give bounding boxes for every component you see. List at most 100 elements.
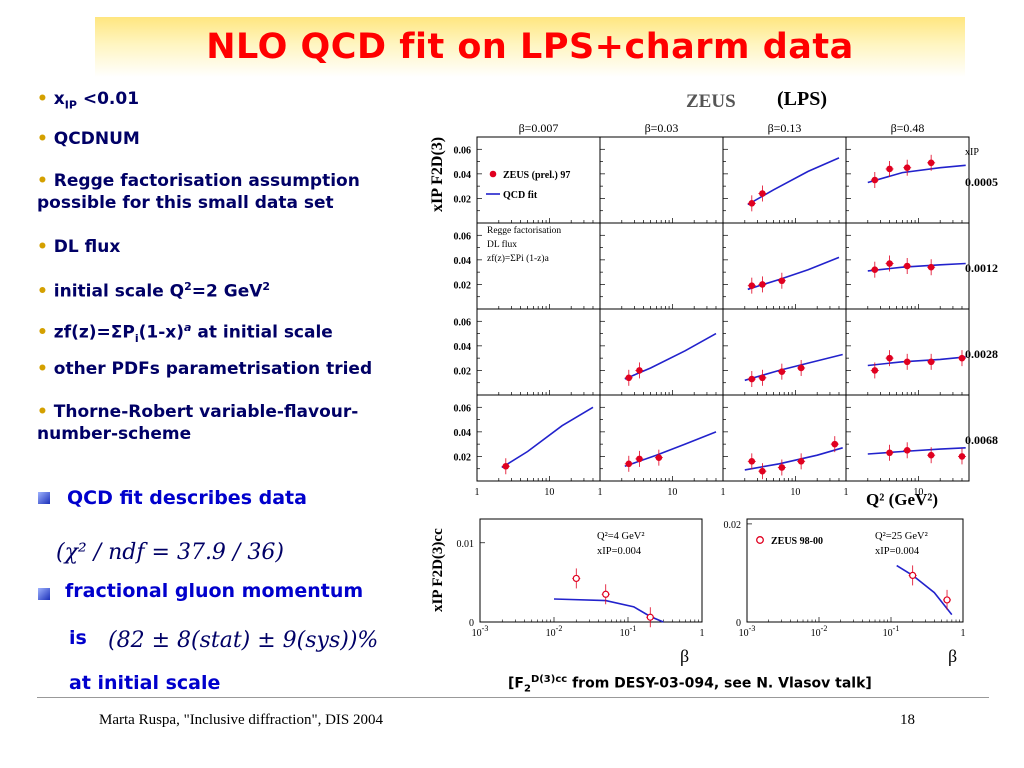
chart-subtitle: (LPS) — [777, 88, 827, 110]
annotation-text: zf(z)=ΣPi (1-z)a — [487, 253, 550, 264]
bullet-text: initial scale Q — [53, 281, 185, 302]
gluon-label: fractional gluon momentum — [65, 580, 364, 602]
data-point — [797, 364, 805, 372]
qcd-fit-curve — [624, 332, 717, 380]
bullet-dot-icon: • — [37, 237, 48, 257]
bullet-text: DL flux — [53, 237, 121, 257]
legend-label: ZEUS 98-00 — [771, 536, 823, 547]
qcd-fit-curve — [501, 406, 594, 469]
data-point — [748, 375, 756, 383]
data-point — [759, 374, 766, 382]
y-tick-label: 0.04 — [454, 170, 472, 181]
bullet-item: • QCDNUM — [37, 128, 140, 150]
bullet-text: Regge factorisation assumption — [53, 171, 360, 191]
data-point — [886, 260, 893, 267]
annotation-text: xIP=0.004 — [597, 546, 642, 557]
annotation-text: Regge factorisation — [487, 225, 561, 236]
qcd-fit-curve — [744, 447, 843, 471]
qcd-fit-curve — [867, 164, 966, 184]
data-point — [871, 367, 879, 374]
y-tick-label: 0.02 — [454, 366, 472, 377]
fit-describes-text: QCD fit describes data — [67, 487, 307, 509]
data-point — [778, 277, 786, 285]
column-header-label: β=0.48 — [891, 121, 925, 135]
ref-pre: [F — [508, 675, 524, 692]
legend-label: QCD fit — [503, 190, 538, 201]
data-point — [903, 446, 911, 454]
bullet-text: QCDNUM — [53, 129, 140, 149]
x-tick-label: 10-3 — [472, 624, 489, 639]
data-point — [778, 464, 786, 471]
qcd-fit-curve — [867, 447, 966, 455]
bullet-text: zf(z)=ΣP — [53, 322, 135, 343]
y-tick-label: 0.02 — [454, 452, 472, 463]
bullet-item: • Regge factorisation assumption possible… — [37, 171, 360, 213]
bullet-item: • Thorne-Robert variable-flavour-number-… — [37, 402, 359, 444]
charm-panel-frame — [746, 518, 964, 623]
data-point — [871, 176, 879, 184]
legend-marker-icon — [489, 170, 497, 178]
row-axis-label: xIP — [965, 147, 979, 158]
data-point — [625, 460, 633, 468]
data-point — [759, 281, 766, 288]
ref-sup: D(3)cc — [530, 674, 568, 685]
bullet-dot-icon: • — [37, 359, 48, 379]
bullet-dot-icon: • — [37, 89, 48, 109]
footer-author: Marta Ruspa, "Inclusive diffraction", DI… — [99, 712, 383, 728]
chi2-formula: (χ² / ndf = 37.9 / 36) — [56, 540, 284, 565]
data-point — [927, 159, 935, 167]
bullet-dot-icon: • — [37, 322, 48, 343]
data-point — [903, 262, 911, 270]
panel-frame — [722, 136, 847, 224]
y-tick-label: 0.02 — [454, 280, 472, 291]
data-point — [909, 571, 917, 580]
y-tick-label: 0.04 — [454, 428, 472, 439]
data-point — [748, 458, 756, 465]
data-point — [927, 358, 935, 366]
y-tick-label: 0.04 — [454, 256, 472, 267]
bullet-item: • zf(z)=ΣPi(1-x)a at initial scale — [37, 321, 333, 346]
qcd-fit-curve — [867, 262, 966, 272]
y-tick-label: 0.06 — [454, 317, 472, 328]
x-tick-label: 10 — [544, 487, 554, 498]
bullet-dot-icon: • — [37, 129, 48, 149]
data-point — [958, 453, 966, 460]
x-tick-label: 1 — [475, 487, 480, 498]
row-label: 0.0068 — [965, 433, 998, 447]
data-point — [778, 368, 786, 375]
gluon-formula: (82 ± 8(stat) ± 9(sys))% — [108, 628, 379, 653]
legend-marker-icon — [756, 536, 764, 544]
charm-fit-curve — [896, 564, 953, 616]
charm-panel-frame — [479, 518, 703, 623]
panel-frame — [476, 394, 601, 482]
chart-title: ZEUS — [686, 91, 736, 112]
charm-fit-curve — [553, 598, 664, 623]
bullet-item: • other PDFs parametrisation tried — [37, 358, 372, 380]
square-bullet-icon — [38, 588, 50, 600]
legend-label: ZEUS (prel.) 97 — [503, 170, 570, 181]
data-point — [655, 454, 663, 461]
x-axis-label: β — [680, 646, 689, 666]
title-bar: NLO QCD fit on LPS+charm data — [95, 17, 965, 77]
panel-frame — [722, 222, 847, 310]
data-point — [759, 467, 766, 475]
bullet-dot-icon: • — [37, 171, 48, 191]
footer-divider — [37, 697, 989, 698]
bullet-item: • DL flux — [37, 236, 120, 258]
annotation-text: xIP=0.004 — [875, 546, 920, 557]
data-point — [943, 596, 951, 604]
x-tick-label: 1 — [721, 487, 726, 498]
bullet-text: Thorne-Robert variable-flavour- — [53, 402, 359, 422]
is-label: is — [69, 627, 87, 649]
x-tick-label: 10-1 — [883, 624, 900, 639]
column-header-label: β=0.13 — [768, 121, 802, 135]
y-tick-label: 0 — [736, 618, 741, 629]
data-point — [572, 574, 580, 583]
x-tick-label: 10-1 — [620, 624, 637, 639]
initial-scale-text: at initial scale — [69, 672, 221, 694]
square-bullet-icon — [38, 492, 50, 504]
data-point — [797, 458, 805, 465]
panel-frame — [476, 308, 601, 396]
data-point — [625, 374, 633, 382]
